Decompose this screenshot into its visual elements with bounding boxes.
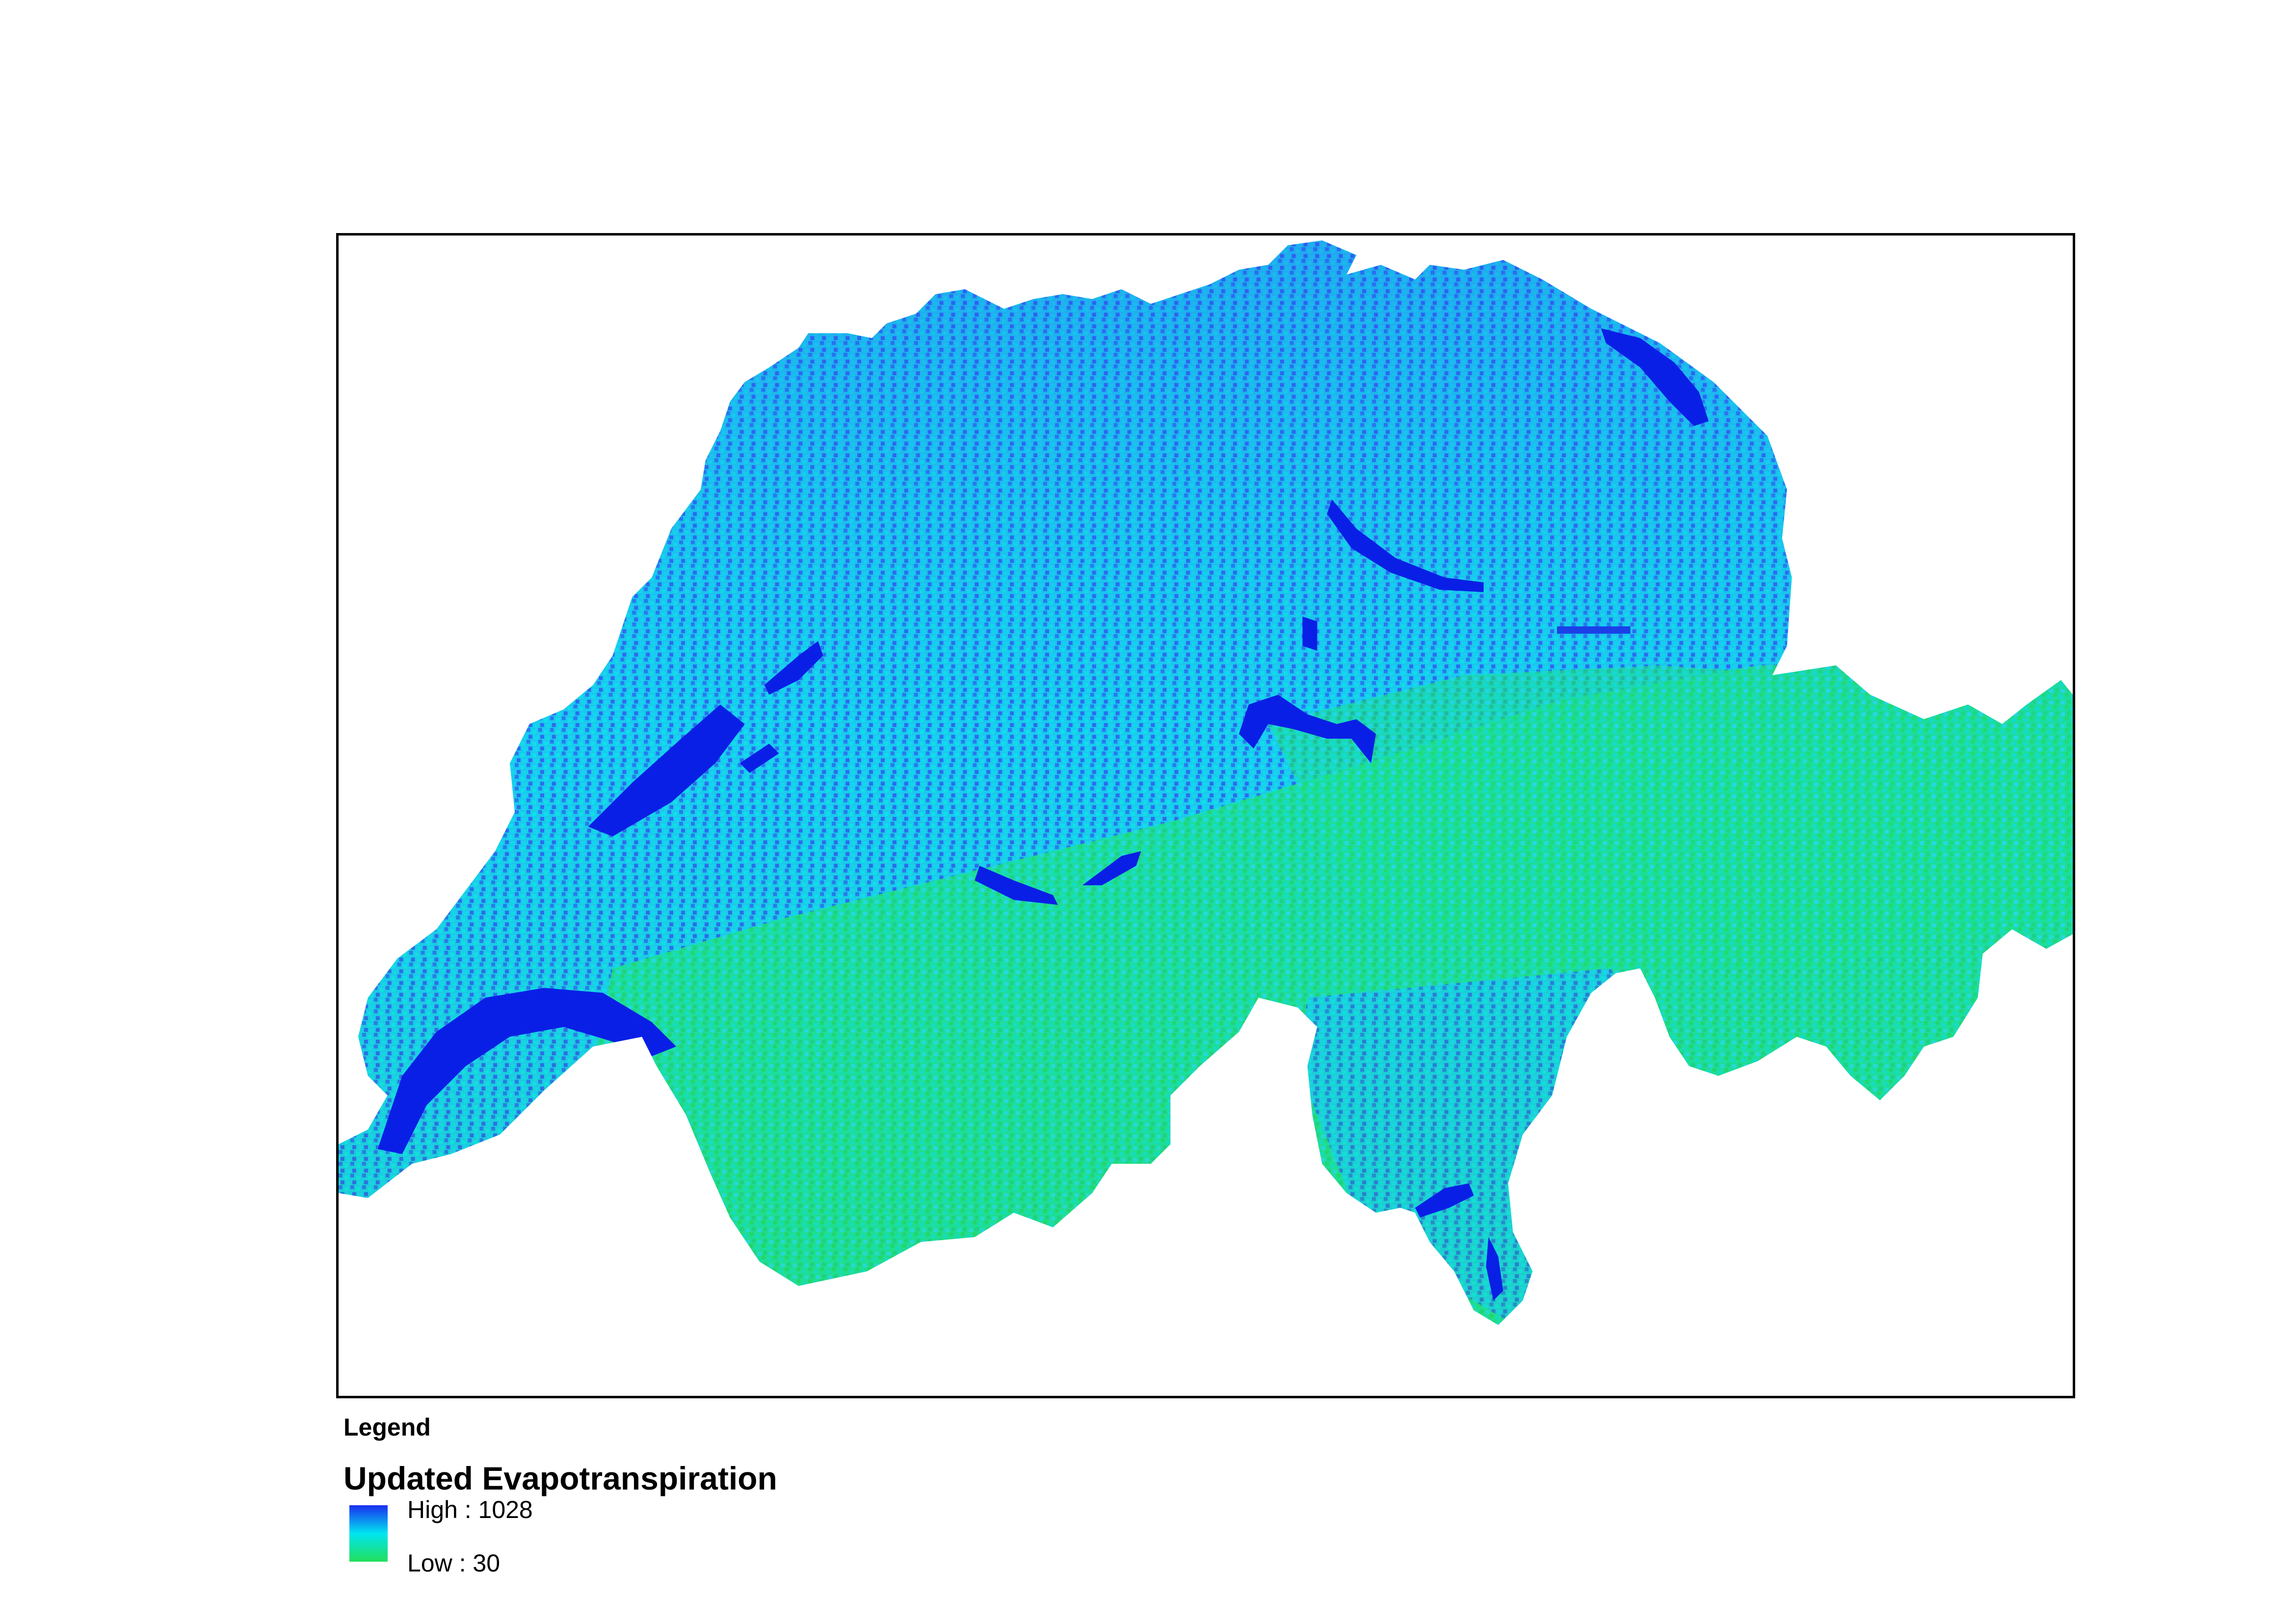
- lake-neuchatel: [588, 704, 745, 837]
- lake-zurich: [1327, 499, 1484, 592]
- lake-maggiore: [1486, 1237, 1504, 1301]
- lake-constance: [1601, 328, 1709, 426]
- lake-thun-brienz: [975, 851, 1141, 905]
- legend-low-label: Low : 30: [407, 1549, 501, 1577]
- lake-lugano: [1415, 1183, 1474, 1218]
- legend-color-ramp: [349, 1505, 388, 1562]
- evapotranspiration-map: [339, 240, 2073, 1325]
- lakes: [377, 328, 1709, 1301]
- map-frame: [336, 233, 2075, 1398]
- lake-biel: [764, 641, 823, 695]
- lake-geneva: [377, 988, 677, 1154]
- lake-walen: [1557, 626, 1631, 634]
- lake-murten: [739, 743, 779, 773]
- lake-lucerne: [1239, 616, 1376, 763]
- legend-high-label: High : 1028: [407, 1496, 533, 1523]
- legend-heading: Legend: [343, 1414, 431, 1441]
- raster-layer: [339, 240, 2073, 1325]
- legend-layer-title: Updated Evapotranspiration: [343, 1460, 777, 1496]
